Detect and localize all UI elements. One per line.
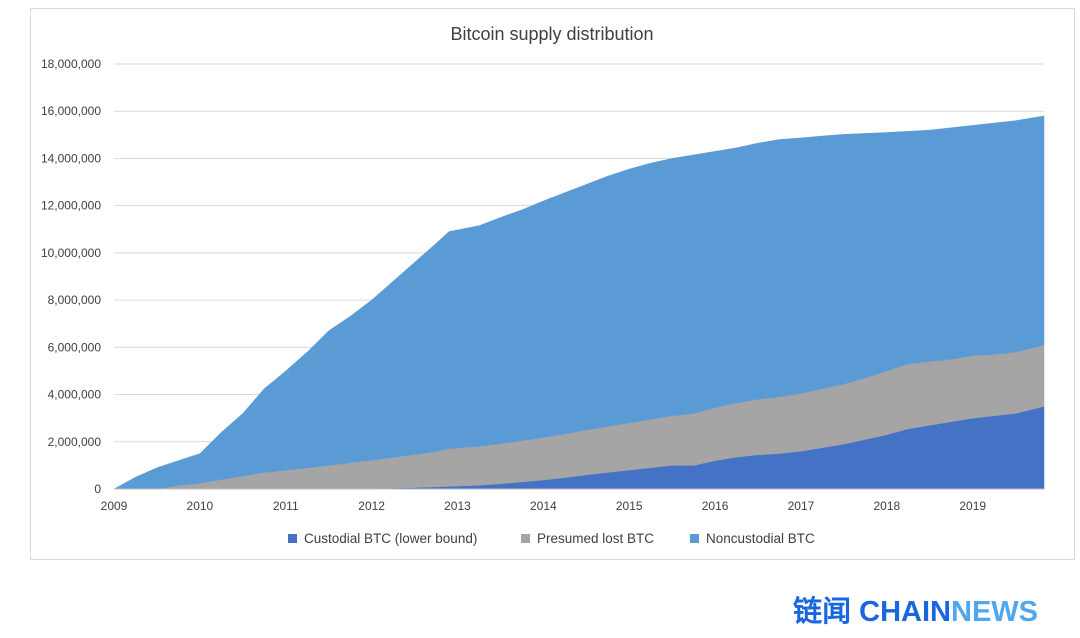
x-tick-label: 2009: [101, 499, 128, 513]
x-tick-label: 2011: [273, 499, 299, 513]
y-tick-label: 8,000,000: [48, 293, 102, 307]
legend-swatch-0: [288, 534, 297, 543]
legend-swatch-1: [521, 534, 530, 543]
legend-swatch-2: [690, 534, 699, 543]
legend-label-1: Presumed lost BTC: [537, 531, 654, 546]
y-tick-label: 10,000,000: [41, 246, 101, 260]
watermark-cn: 链闻: [793, 596, 852, 628]
x-tick-label: 2019: [959, 499, 986, 513]
x-tick-label: 2015: [616, 499, 643, 513]
x-axis-tick-labels: 2009 2010 2011 2012 2013 2014 2015 2016 2017 2018…: [101, 499, 987, 513]
y-tick-label: 14,000,000: [41, 151, 101, 165]
y-tick-label: 6,000,000: [48, 340, 102, 354]
y-tick-label: 16,000,000: [41, 104, 101, 118]
watermark-news: NEWS: [951, 596, 1038, 628]
legend: Custodial BTC (lower bound) Presumed lost…: [288, 531, 815, 546]
chainnews-watermark: 链闻 CHAINNEWS: [793, 588, 1038, 630]
x-tick-label: 2012: [358, 499, 385, 513]
x-tick-label: 2013: [444, 499, 471, 513]
legend-label-2: Noncustodial BTC: [706, 531, 815, 546]
y-tick-label: 0: [94, 482, 101, 496]
chart-title: Bitcoin supply distribution: [450, 24, 653, 44]
y-tick-label: 4,000,000: [48, 388, 102, 402]
x-tick-label: 2014: [530, 499, 557, 513]
x-tick-label: 2016: [702, 499, 729, 513]
y-tick-label: 2,000,000: [48, 435, 102, 449]
x-tick-label: 2017: [788, 499, 815, 513]
y-axis-tick-labels: 0 2,000,000 4,000,000 6,000,000 8,000,000 10,…: [41, 57, 101, 496]
x-tick-label: 2010: [187, 499, 214, 513]
watermark-chain: CHAIN: [859, 596, 951, 628]
legend-label-0: Custodial BTC (lower bound): [304, 531, 477, 546]
y-tick-label: 18,000,000: [41, 57, 101, 71]
y-tick-label: 12,000,000: [41, 199, 101, 213]
area-series-2: [113, 115, 1045, 490]
x-tick-label: 2018: [874, 499, 901, 513]
stacked-areas: [113, 115, 1045, 490]
